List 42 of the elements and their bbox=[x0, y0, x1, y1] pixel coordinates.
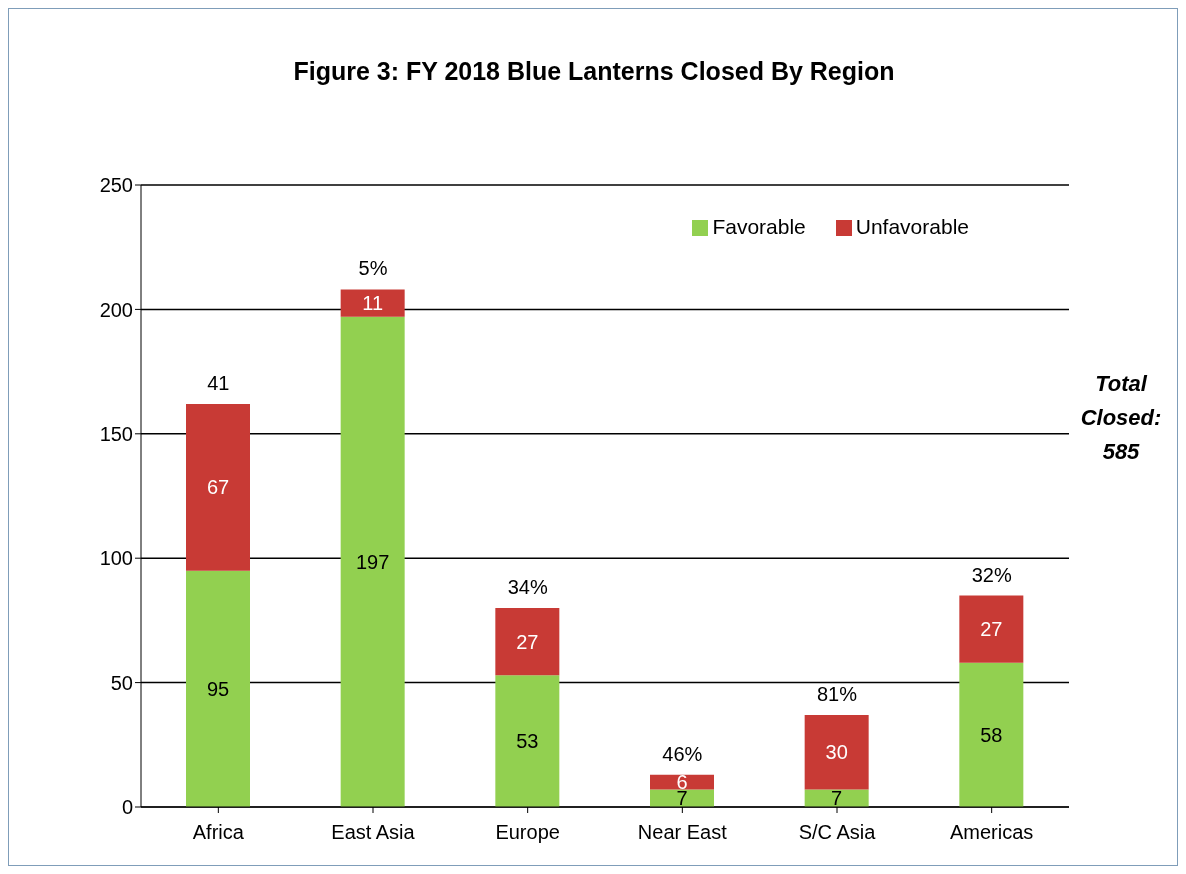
data-label: 58 bbox=[980, 723, 1003, 746]
bar bbox=[650, 774, 714, 790]
data-label: 30 bbox=[825, 741, 848, 764]
x-tick-label: Africa bbox=[192, 821, 245, 844]
x-tick-label: Americas bbox=[949, 821, 1034, 844]
annotation: 32% bbox=[971, 563, 1012, 586]
bar bbox=[186, 403, 250, 571]
annotation: 81% bbox=[816, 682, 858, 705]
data-label: 27 bbox=[516, 630, 539, 653]
data-label: 11 bbox=[362, 292, 384, 315]
bar bbox=[804, 714, 869, 790]
data-label: 27 bbox=[980, 618, 1003, 641]
data-label: 95 bbox=[206, 677, 230, 700]
data-label: 67 bbox=[206, 476, 230, 499]
y-tick-label: 250 bbox=[99, 174, 133, 197]
data-label: 53 bbox=[516, 730, 539, 753]
data-label: 7 bbox=[831, 787, 843, 810]
data-label: 197 bbox=[355, 551, 390, 574]
chart-title: Figure 3: FY 2018 Blue Lanterns Closed By Region bbox=[292, 57, 896, 86]
x-tick-label: Near East bbox=[637, 821, 728, 844]
y-tick-label: 50 bbox=[110, 671, 133, 694]
bar bbox=[495, 607, 560, 676]
y-tick-label: 0 bbox=[121, 796, 133, 819]
annotation: 5% bbox=[358, 257, 388, 280]
annotation: 34% bbox=[507, 575, 548, 598]
legend-label: Favorable bbox=[712, 215, 806, 238]
bar bbox=[340, 289, 405, 317]
x-tick-label: East Asia bbox=[331, 821, 416, 844]
bar bbox=[186, 570, 250, 807]
annotation: 46% bbox=[662, 742, 703, 765]
y-tick-label: 150 bbox=[99, 422, 133, 445]
bar bbox=[495, 675, 560, 807]
bar bbox=[959, 662, 1024, 807]
x-tick-label: S/C Asia bbox=[798, 821, 877, 844]
annotation: 41 bbox=[207, 371, 230, 394]
x-tick-label: Europe bbox=[495, 821, 560, 844]
bar bbox=[959, 595, 1024, 663]
legend-label: Unfavorable bbox=[855, 215, 969, 238]
y-tick-label: 100 bbox=[99, 547, 133, 570]
y-tick-label: 200 bbox=[99, 298, 133, 321]
text: Total Closed: 585 bbox=[1079, 370, 1163, 466]
bar bbox=[340, 316, 405, 807]
